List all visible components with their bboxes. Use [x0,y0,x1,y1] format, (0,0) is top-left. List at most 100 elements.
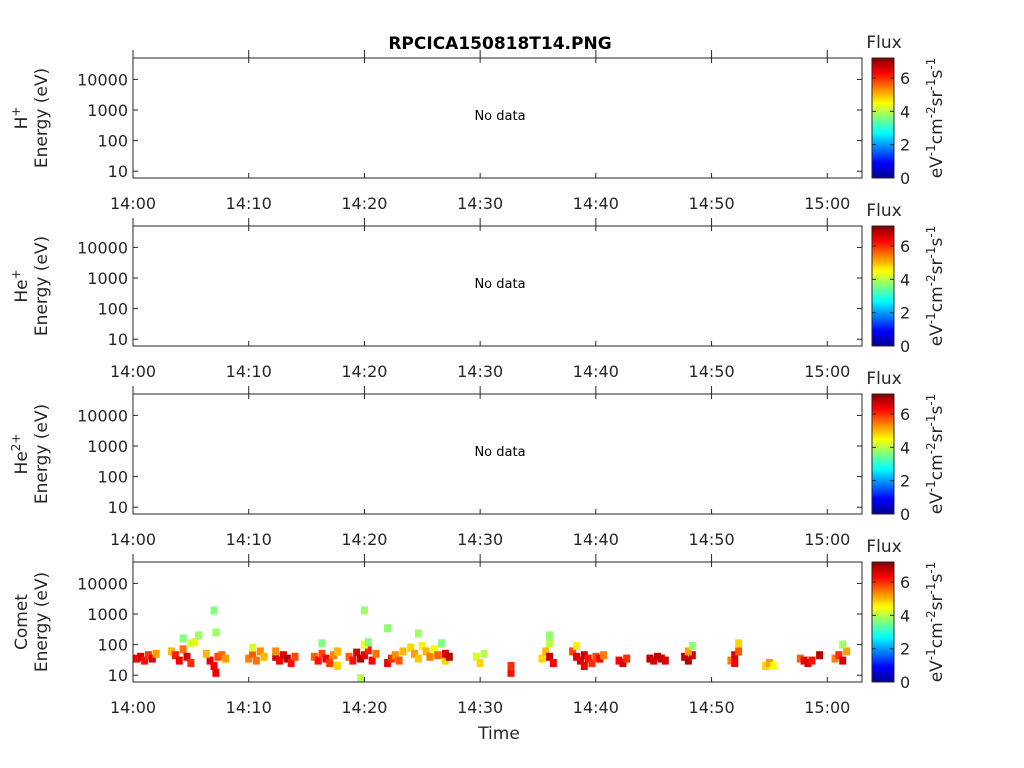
colorbar-unit: eV-1cm-2sr-1s-1 [924,226,947,347]
y-tick-label: 1000 [87,269,128,288]
unit-exponent: -1 [924,480,938,492]
colorbar-unit-text: eV-1cm-2sr-1s-1 [924,58,947,179]
unit-exponent: -2 [924,106,938,118]
unit-base: eV [927,156,947,178]
unit-exponent: -2 [924,610,938,622]
y-tick-label: 100 [97,468,128,487]
data-cell [210,662,218,670]
data-cell [272,652,280,661]
data-cell [546,631,554,640]
data-cell [546,639,554,648]
data-cell [735,647,743,656]
colorbar-tick-label: 0 [900,169,910,188]
unit-base: s [927,406,947,415]
x-tick-label: 14:30 [457,698,503,717]
unit-exponent: -2 [924,442,938,454]
x-tick-label: 15:00 [804,194,850,213]
plot-frame [132,225,863,347]
unit-base: s [927,574,947,583]
data-cell [287,659,295,667]
unit-exponent: -1 [924,562,938,574]
unit-base: cm [927,286,947,312]
y-tick-label: 10 [108,162,128,181]
data-cell [191,638,199,647]
species-charge: + [9,107,23,117]
colorbar-tick-label: 2 [900,304,910,323]
plot-frame [132,393,863,515]
data-cell [187,659,195,667]
data-cell [357,674,365,683]
data-cell [141,656,149,665]
no-data-message: No data [474,445,525,460]
data-cell [731,659,739,667]
data-cell [549,659,557,667]
data-cell [569,647,577,656]
data-cell [330,651,338,660]
data-cell [816,651,824,660]
data-cell [418,642,426,650]
data-cell [596,654,604,663]
colorbar-title: Flux [866,369,901,389]
data-cell [368,656,376,665]
data-cell [364,638,372,647]
energy-label: Energy (eV) [32,404,52,504]
data-cell [276,656,284,665]
data-cell [187,639,195,648]
data-cell [395,656,403,665]
unit-exponent: -2 [924,274,938,286]
data-cell [349,656,357,665]
data-cell [272,647,280,656]
x-tick-label: 14:40 [573,194,619,213]
data-cell [430,645,438,654]
data-cell [322,654,330,663]
data-cell [476,659,484,667]
data-cell [414,629,422,638]
colorbar [871,393,895,515]
data-cell [202,649,210,658]
data-cell [765,659,773,667]
data-cell [600,651,608,660]
energy-label: Energy (eV) [32,236,52,336]
data-cell [438,639,446,648]
data-cell [372,649,380,658]
data-cell [657,654,665,663]
data-cell [546,652,554,661]
data-cell [175,656,183,665]
data-cell [472,652,480,661]
x-tick-label: 14:00 [110,698,156,717]
x-tick-label: 14:10 [226,530,272,549]
data-cell [615,656,623,665]
data-cell [507,662,515,670]
data-cell [260,652,268,661]
data-cell [538,654,546,663]
data-cell [407,643,415,652]
data-cell [245,654,253,663]
data-cell [168,647,176,656]
data-cell [650,656,658,665]
data-cell [314,656,322,665]
unit-base: cm [927,454,947,480]
data-cell [206,656,214,665]
x-tick-label: 14:20 [341,194,387,213]
colorbar-tick-label: 6 [900,69,910,88]
y-tick-label: 1000 [87,101,128,120]
data-cell [353,648,361,657]
data-cell [318,649,326,658]
x-tick-label: 14:10 [226,362,272,381]
data-cell [839,656,847,665]
colorbar [871,225,895,347]
data-cell [843,647,851,656]
species-label: Comet [12,594,32,650]
data-cell [249,643,257,652]
data-cell [800,656,808,665]
data-cell [735,639,743,648]
unit-exponent: -1 [924,415,938,427]
data-cell [214,652,222,661]
data-cell [441,649,449,658]
colorbar-unit-text: eV-1cm-2sr-1s-1 [924,562,947,683]
data-cell [414,654,422,663]
data-cell [152,649,160,658]
data-cell [345,652,353,661]
colorbar-tick-label: 2 [900,136,910,155]
